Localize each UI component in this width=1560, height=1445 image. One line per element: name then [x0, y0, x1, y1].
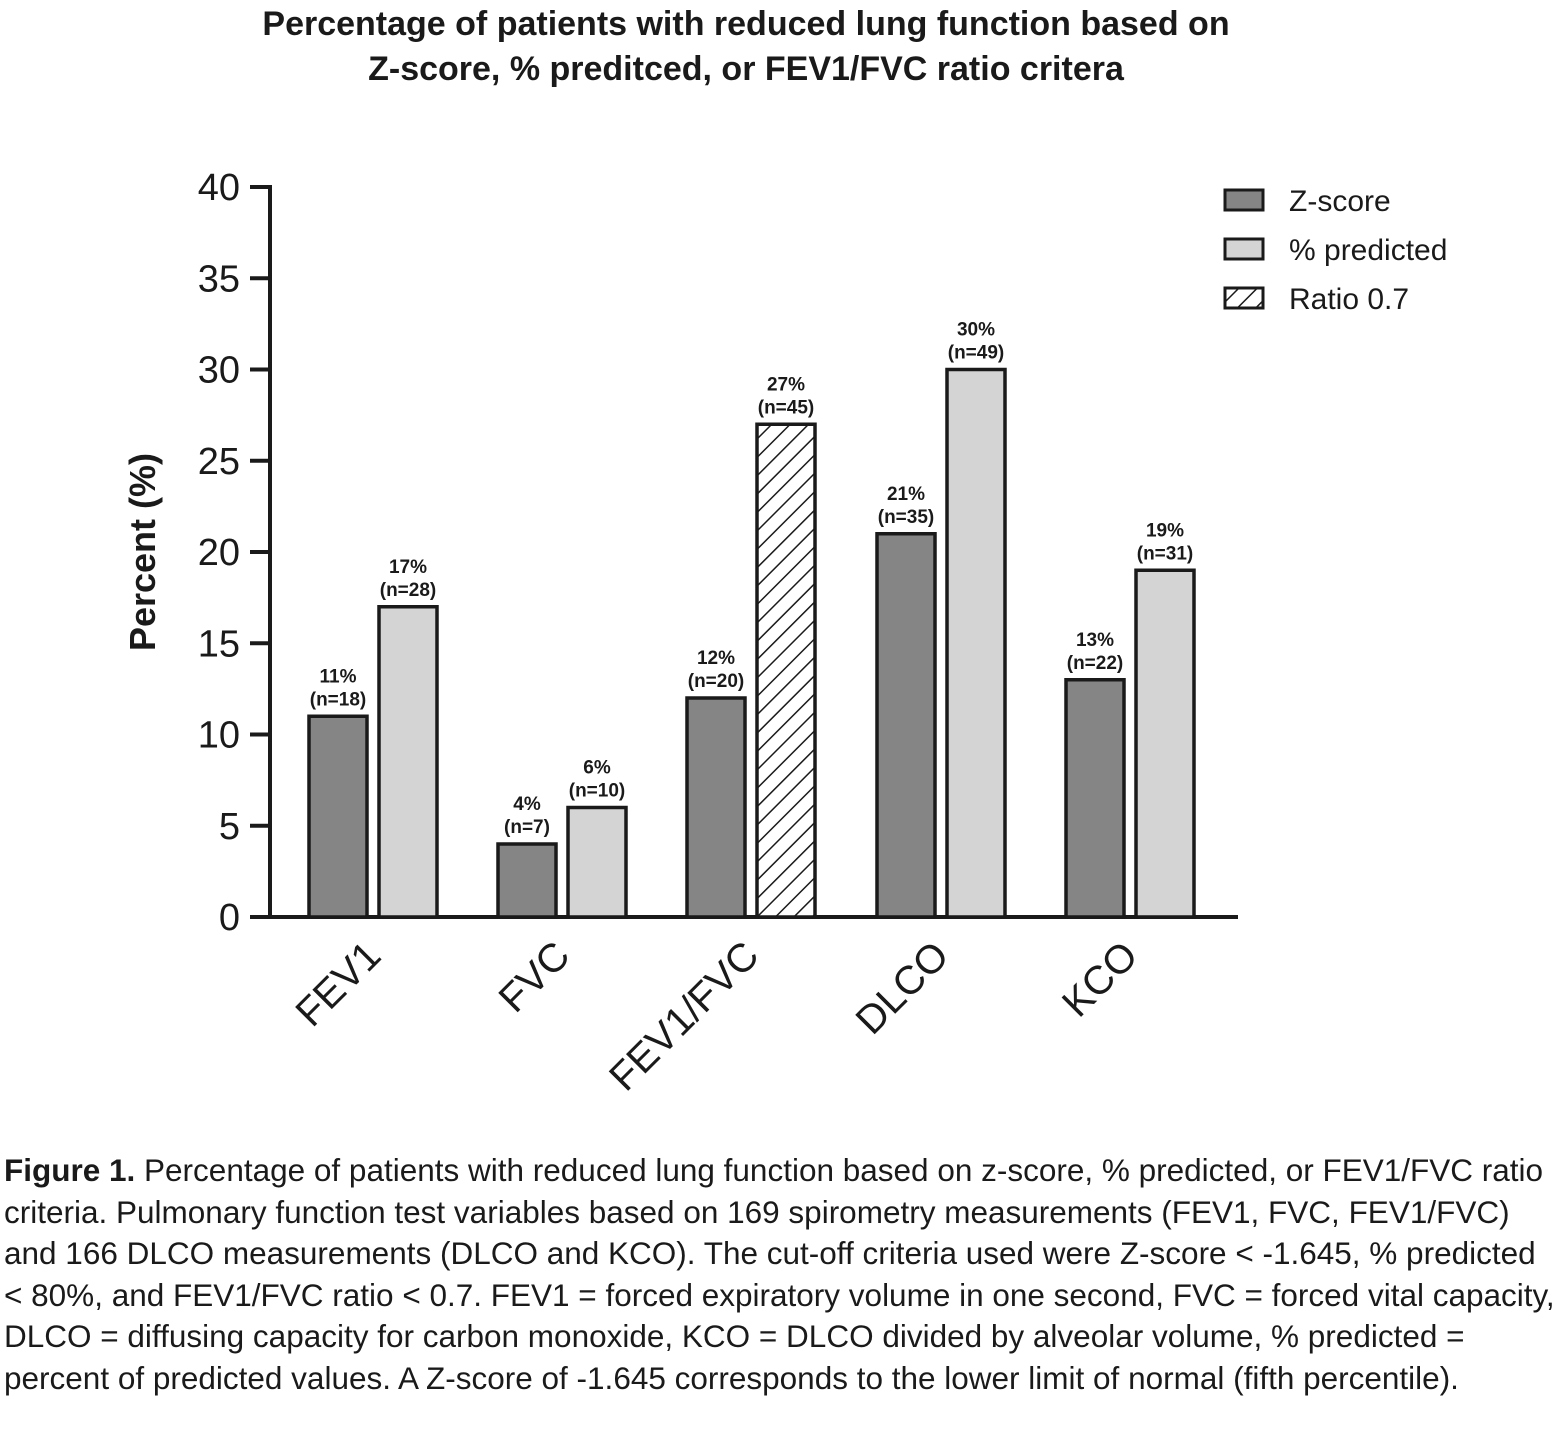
bar-z-score [496, 842, 558, 919]
data-label-percent: 17% [389, 557, 427, 578]
chart-title-line-2: Z-score, % preditced, or FEV1/FVC ratio … [368, 50, 1124, 88]
y-tick-label: 40 [198, 167, 240, 209]
data-label-percent: 4% [513, 794, 541, 815]
data-label-percent: 27% [767, 374, 805, 395]
y-tick-label: 35 [198, 258, 240, 300]
legend-swatch [1223, 237, 1265, 261]
caption-text: Percentage of patients with reduced lung… [4, 1152, 1555, 1396]
bar-z-score [685, 696, 747, 919]
data-label-percent: 30% [957, 320, 995, 341]
bar-predicted [1134, 568, 1196, 919]
bar-z-score [875, 532, 937, 919]
bar-predicted [566, 805, 628, 919]
chart-title: Percentage of patients with reduced lung… [0, 2, 1492, 92]
y-tick-label: 25 [198, 441, 240, 483]
data-label-count: (n=31) [1137, 543, 1194, 564]
chart-title-line-1: Percentage of patients with reduced lung… [262, 5, 1230, 43]
data-label-percent: 19% [1146, 520, 1184, 541]
x-category-label: FEV1/FVC [601, 933, 767, 1099]
axes: 0 5 10 15 20 25 30 35 40 Percent (%) FEV1 FVC FEV1/F… [122, 167, 1238, 1100]
legend-label: Z-score [1289, 185, 1391, 218]
data-label-count: (n=18) [310, 689, 367, 710]
y-axis-title: Percent (%) [122, 453, 163, 651]
legend-label: Ratio 0.7 [1289, 283, 1409, 316]
caption-label: Figure 1. [4, 1152, 136, 1188]
data-label-count: (n=22) [1067, 653, 1124, 674]
data-label-count: (n=28) [380, 580, 437, 601]
x-category-label: DLCO [848, 933, 958, 1043]
data-label-percent: 21% [887, 484, 925, 505]
bar-predicted [377, 605, 439, 919]
bar-ratio-0-7 [755, 422, 817, 919]
data-label-percent: 11% [320, 666, 357, 687]
x-category-label: FVC [491, 933, 579, 1021]
bar-chart: 0 5 10 15 20 25 30 35 40 Percent (%) FEV1 FVC FEV1/F… [122, 167, 1447, 1100]
y-tick-label: 20 [198, 532, 240, 574]
y-tick-label: 0 [219, 897, 240, 939]
bar-z-score [307, 714, 369, 919]
data-label-percent: 6% [583, 758, 611, 779]
data-label-count: (n=49) [948, 343, 1005, 364]
bars [307, 367, 1196, 919]
y-tick-label: 5 [219, 806, 240, 848]
legend-swatch [1223, 188, 1265, 212]
data-label-percent: 13% [1076, 630, 1114, 651]
legend-label: % predicted [1289, 234, 1447, 267]
y-tick-label: 10 [198, 715, 240, 757]
x-category-label: FEV1 [288, 933, 390, 1035]
data-label-count: (n=20) [688, 671, 745, 692]
legend-swatch [1223, 286, 1265, 310]
data-label-count: (n=7) [504, 817, 550, 838]
x-category-label: KCO [1054, 933, 1146, 1025]
data-label-count: (n=10) [569, 781, 626, 802]
data-label-count: (n=45) [758, 397, 815, 418]
bar-predicted [945, 367, 1007, 919]
legend: Z-score % predicted Ratio 0.7 [1223, 185, 1447, 316]
figure-caption: Figure 1. Percentage of patients with re… [4, 1150, 1560, 1399]
y-tick-label: 15 [198, 623, 240, 665]
data-labels: 11%(n=18)17%(n=28)4%(n=7)6%(n=10)12%(n=2… [310, 320, 1194, 839]
data-label-percent: 12% [697, 648, 735, 669]
bar-z-score [1064, 678, 1126, 919]
y-tick-label: 30 [198, 350, 240, 392]
data-label-count: (n=35) [878, 507, 935, 528]
